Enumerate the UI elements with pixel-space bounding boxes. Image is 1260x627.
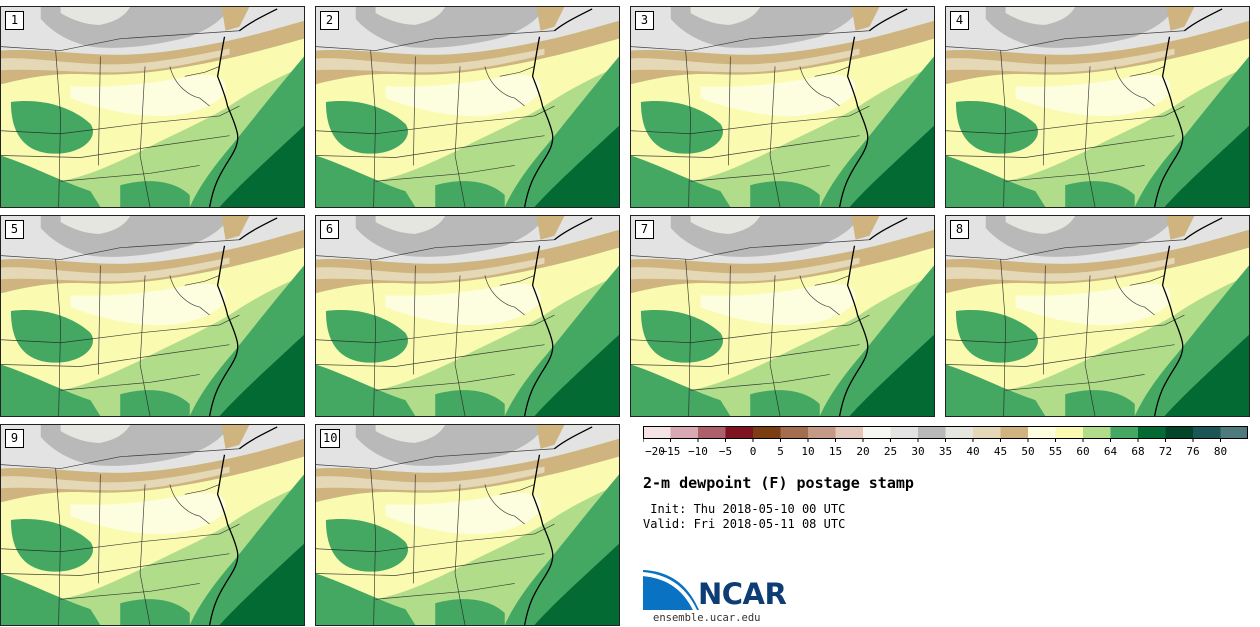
map-panel: 10 bbox=[315, 424, 620, 626]
colorbar-swatch bbox=[890, 426, 919, 439]
panel-number: 7 bbox=[635, 220, 654, 239]
colorbar-swatch bbox=[1110, 426, 1139, 439]
panel-number: 10 bbox=[320, 429, 341, 448]
colorbar-swatch bbox=[780, 426, 809, 439]
dewpoint-colorbar: −20−15 −10 −5 0 5 10 15 20 25 30 35 40 45 50 55 60 64 68 7… bbox=[643, 426, 1248, 458]
colorbar-swatch bbox=[945, 426, 974, 439]
ncar-url: ensemble.ucar.edu bbox=[653, 612, 761, 624]
colorbar-swatch bbox=[1028, 426, 1056, 439]
colorbar-swatch bbox=[863, 426, 891, 439]
colorbar-swatch bbox=[1055, 426, 1084, 439]
colorbar-swatch bbox=[835, 426, 864, 439]
colorbar-tick-label: 30 bbox=[911, 445, 924, 458]
colorbar-tick-label: 45 bbox=[994, 445, 1007, 458]
colorbar-tick-label: 68 bbox=[1131, 445, 1144, 458]
map-panel: 8 bbox=[945, 215, 1250, 417]
ncar-swoosh-logo-icon bbox=[643, 570, 699, 610]
colorbar-swatch bbox=[670, 426, 699, 439]
colorbar-swatch bbox=[725, 426, 754, 439]
colorbar-tick-label: 40 bbox=[966, 445, 979, 458]
colorbar-swatch bbox=[1220, 426, 1248, 439]
colorbar-tick-label: 64 bbox=[1104, 445, 1118, 458]
colorbar-tick-label: 72 bbox=[1159, 445, 1172, 458]
map-panel: 9 bbox=[0, 424, 305, 626]
panel-number: 2 bbox=[320, 11, 339, 30]
colorbar-tick-label: 0 bbox=[750, 445, 757, 458]
map-panel: 3 bbox=[630, 6, 935, 208]
panel-number: 6 bbox=[320, 220, 339, 239]
colorbar-tick-label: 25 bbox=[884, 445, 897, 458]
map-panel: 2 bbox=[315, 6, 620, 208]
map-panel: 6 bbox=[315, 215, 620, 417]
colorbar-tick-label: −15 bbox=[661, 445, 681, 458]
panel-number: 9 bbox=[5, 429, 24, 448]
colorbar-tick-label: −5 bbox=[719, 445, 732, 458]
colorbar-swatch bbox=[1165, 426, 1194, 439]
panel-number: 4 bbox=[950, 11, 969, 30]
colorbar-tick-label: 76 bbox=[1186, 445, 1199, 458]
panel-number: 1 bbox=[5, 11, 24, 30]
colorbar-tick-label: 35 bbox=[939, 445, 952, 458]
colorbar-swatch bbox=[973, 426, 1001, 439]
figure-title: 2-m dewpoint (F) postage stamp bbox=[643, 474, 914, 492]
map-panel: 7 bbox=[630, 215, 935, 417]
colorbar-swatch bbox=[753, 426, 781, 439]
colorbar-tick-label: 60 bbox=[1076, 445, 1089, 458]
colorbar-swatch bbox=[808, 426, 836, 439]
colorbar-swatch bbox=[698, 426, 726, 439]
map-panel: 4 bbox=[945, 6, 1250, 208]
colorbar-swatch bbox=[918, 426, 946, 439]
panel-number: 3 bbox=[635, 11, 654, 30]
colorbar-tick-label: −10 bbox=[688, 445, 708, 458]
colorbar-tick-label: 5 bbox=[777, 445, 784, 458]
map-panel: 5 bbox=[0, 215, 305, 417]
colorbar-tick-label: 80 bbox=[1214, 445, 1227, 458]
colorbar-swatch bbox=[1000, 426, 1029, 439]
panel-number: 5 bbox=[5, 220, 24, 239]
colorbar-swatch bbox=[643, 426, 671, 439]
colorbar-tick-label: −20 bbox=[645, 445, 665, 458]
colorbar-swatch bbox=[1138, 426, 1166, 439]
colorbar-border bbox=[643, 426, 1248, 439]
colorbar-swatch bbox=[1083, 426, 1111, 439]
panel-number: 8 bbox=[950, 220, 969, 239]
colorbar-tick-label: 20 bbox=[856, 445, 869, 458]
colorbar-swatch bbox=[1193, 426, 1221, 439]
colorbar-tick-label: 15 bbox=[829, 445, 842, 458]
colorbar-tick-label: 55 bbox=[1049, 445, 1062, 458]
valid-time: Valid: Fri 2018-05-11 08 UTC bbox=[643, 517, 846, 531]
map-panel: 1 bbox=[0, 6, 305, 208]
colorbar-tick-label: 10 bbox=[801, 445, 814, 458]
init-time: Init: Thu 2018-05-10 00 UTC bbox=[643, 502, 846, 516]
ncar-logo-text: NCAR bbox=[698, 577, 787, 611]
colorbar-tick-label: 50 bbox=[1021, 445, 1034, 458]
